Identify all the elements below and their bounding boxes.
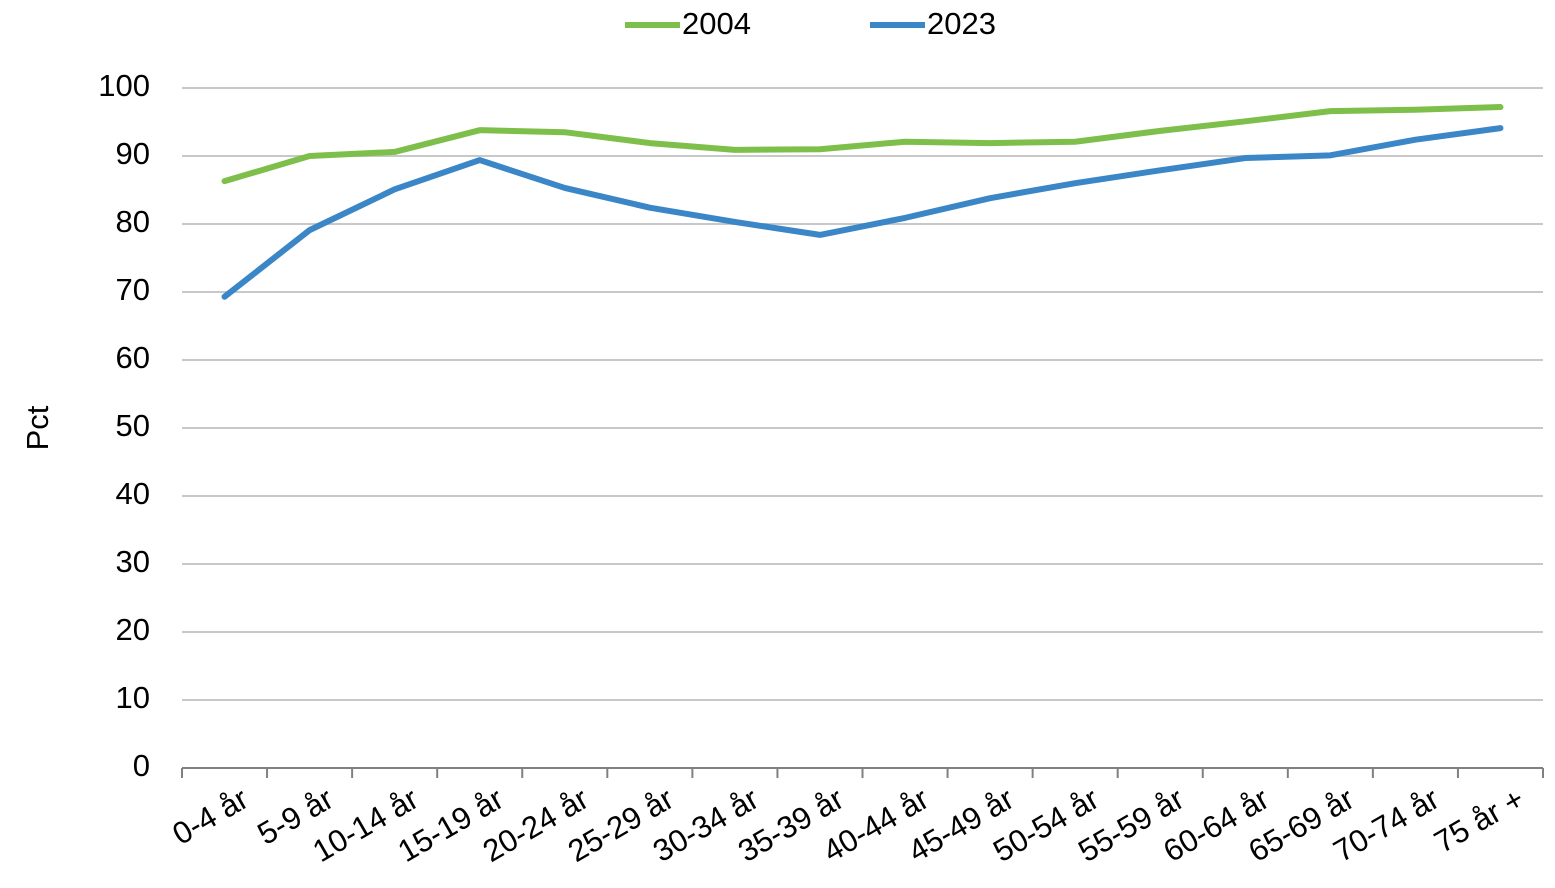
legend-label: 2004	[682, 6, 751, 41]
y-tick-label: 50	[116, 408, 150, 443]
y-tick-label: 100	[98, 68, 150, 103]
y-tick-label: 90	[116, 136, 150, 171]
y-tick-label: 40	[116, 476, 150, 511]
y-tick-label: 70	[116, 272, 150, 307]
y-tick-label: 20	[116, 612, 150, 647]
y-tick-label: 80	[116, 204, 150, 239]
y-tick-label: 0	[133, 748, 150, 783]
x-tick-label: 0-4 år	[166, 781, 254, 852]
y-tick-label: 10	[116, 680, 150, 715]
x-tick-label: 75 år +	[1428, 781, 1530, 860]
y-tick-label: 60	[116, 340, 150, 375]
legend-label: 2023	[927, 6, 996, 41]
y-axis-label: Pct	[20, 405, 55, 450]
line-series	[221, 125, 1504, 300]
y-tick-label: 30	[116, 544, 150, 579]
line-series	[221, 104, 1504, 185]
